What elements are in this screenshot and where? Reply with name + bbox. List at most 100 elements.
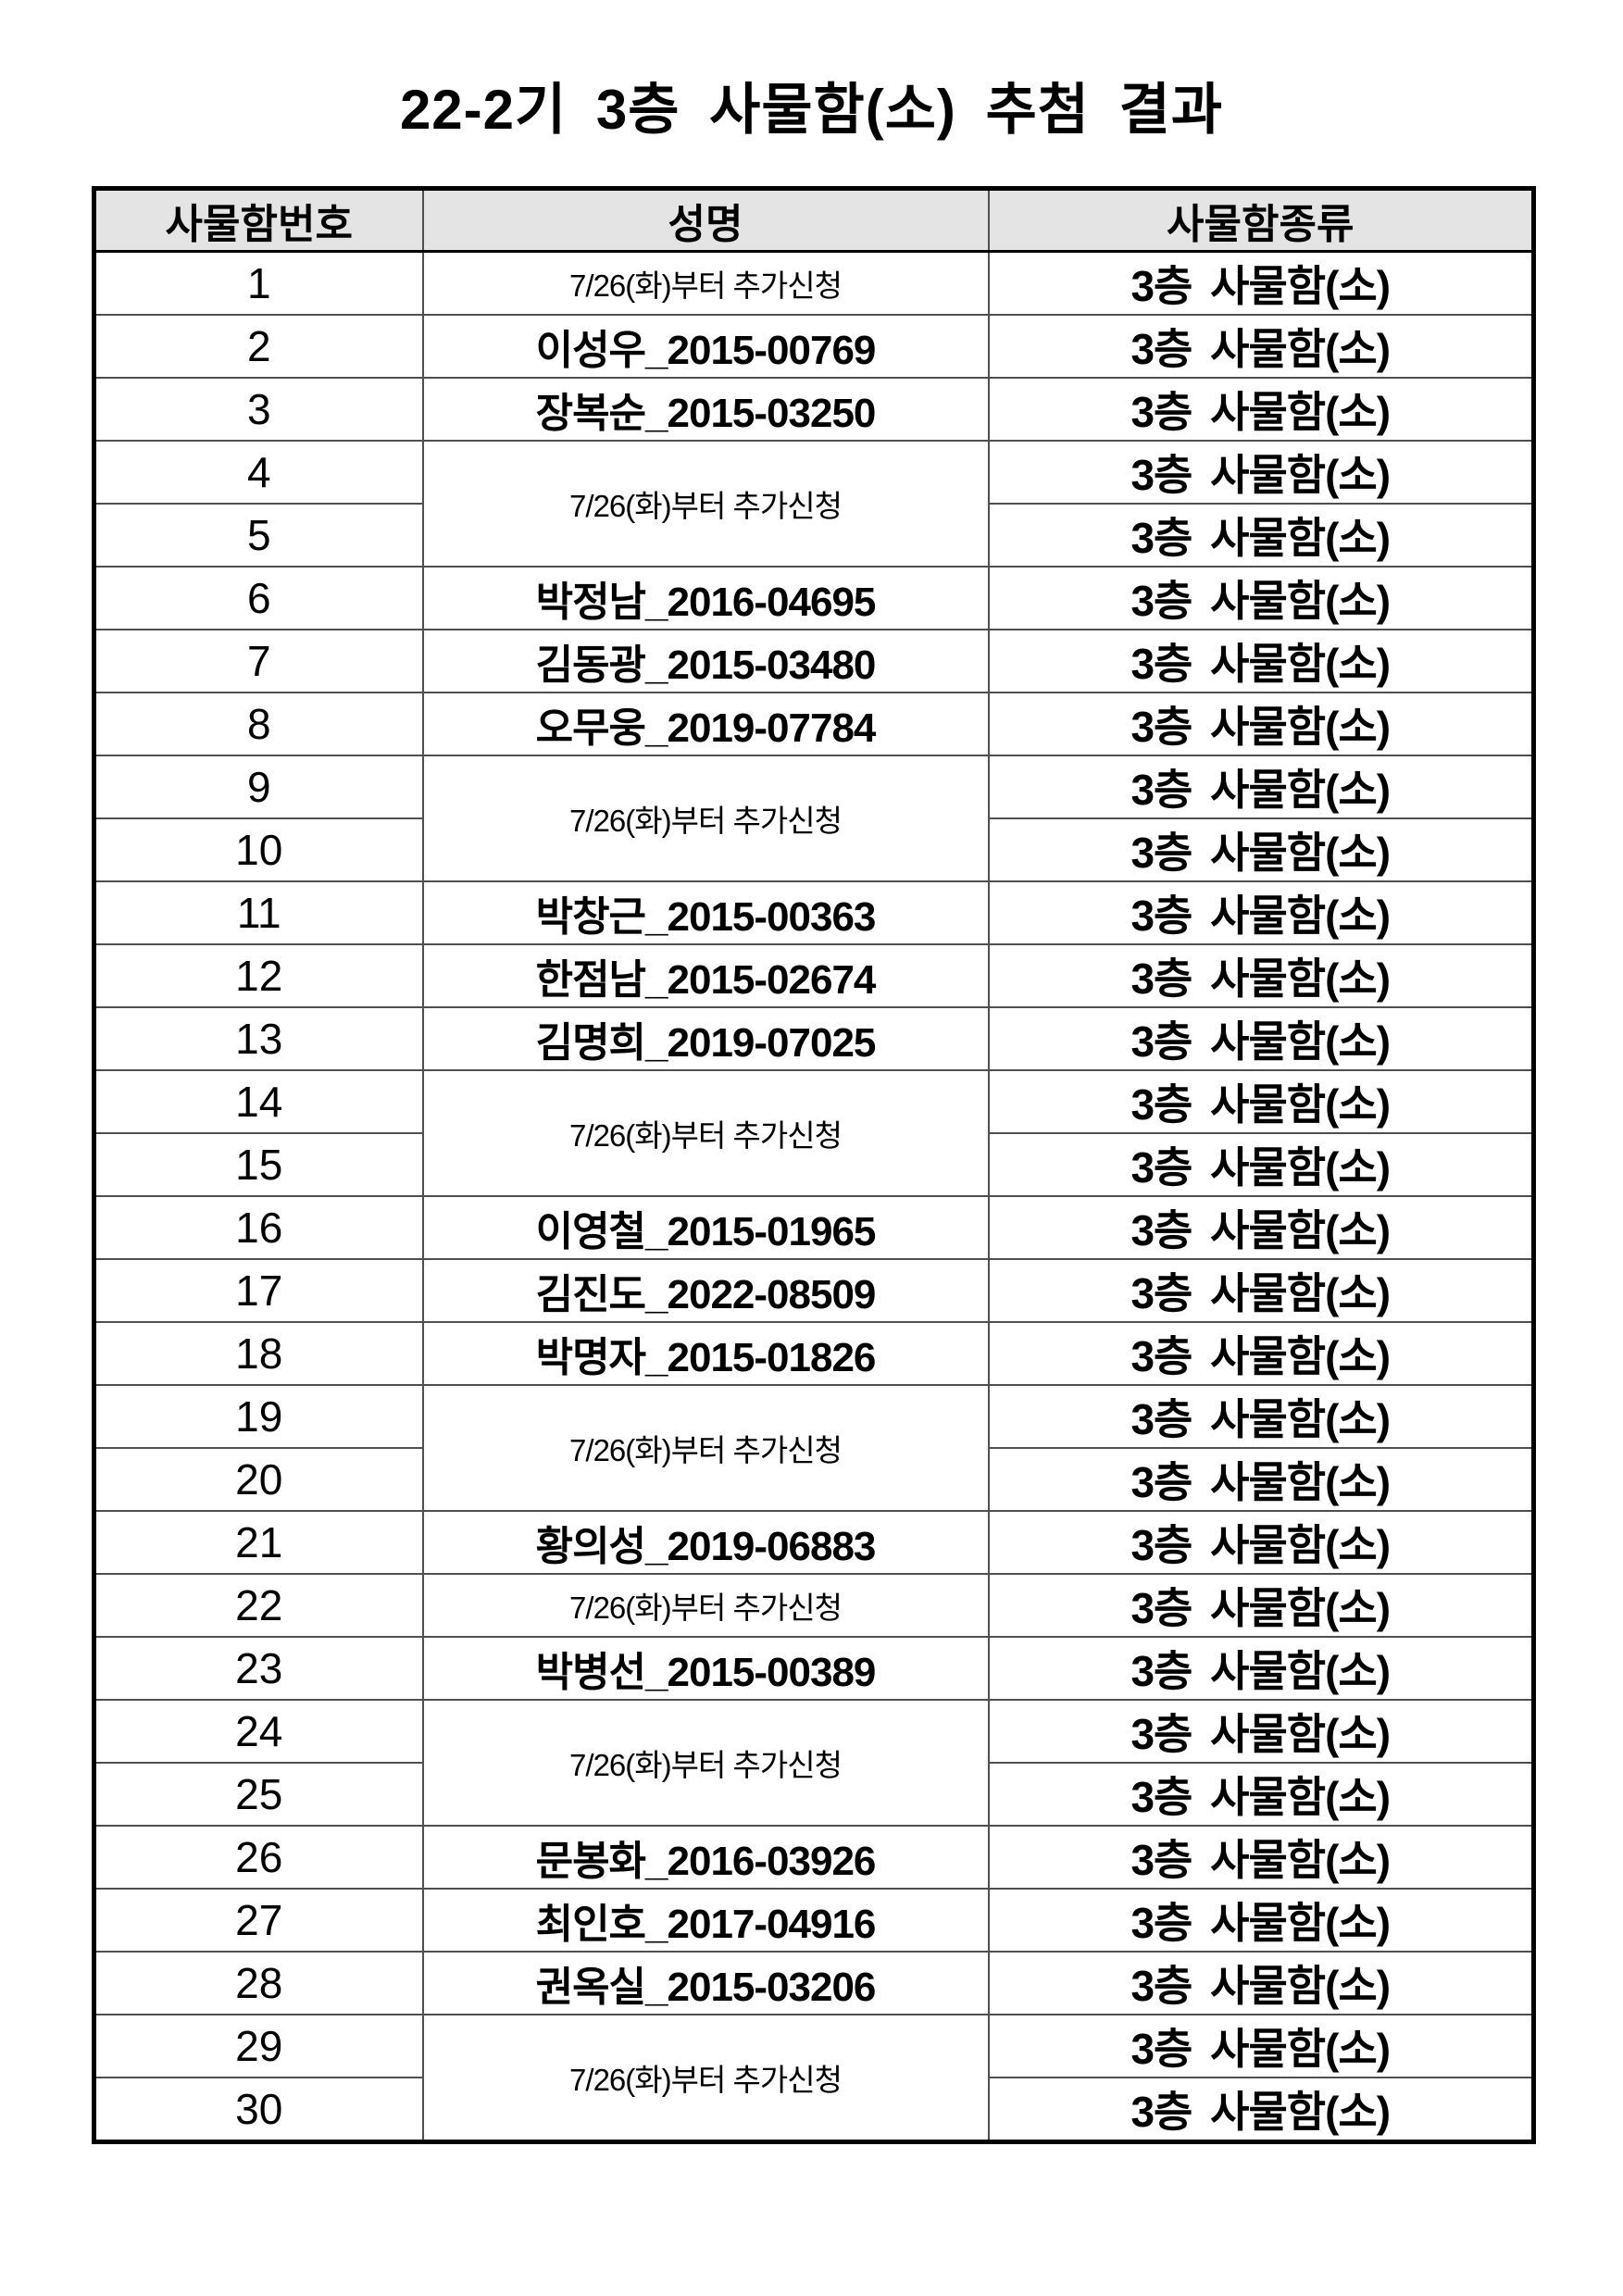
extra-application-notice-cell: 7/26(화)부터 추가신청	[421, 1699, 990, 1827]
table-row: 14 7/26(화)부터 추가신청 3층 사물함(소)	[93, 1069, 1535, 1197]
locker-type-cell: 3층 사물함(소)	[987, 943, 1535, 1008]
locker-type-cell: 3층 사물함(소)	[987, 629, 1535, 693]
locker-type-cell: 3층 사물함(소)	[987, 1006, 1535, 1071]
table-row: 2 이성우_2015-00769 3층 사물함(소)	[93, 314, 1535, 379]
student-name-cell: 한점남_2015-02674	[421, 943, 990, 1008]
locker-type-cell: 3층 사물함(소)	[987, 2014, 1535, 2078]
table-row: 28 권옥실_2015-03206 3층 사물함(소)	[93, 1951, 1535, 2015]
locker-type-cell: 3층 사물함(소)	[987, 1951, 1535, 2015]
extra-application-notice-cell: 7/26(화)부터 추가신청	[421, 440, 990, 568]
student-name-cell: 김명희_2019-07025	[421, 1006, 990, 1071]
header-row: 사물함번호 성명 사물함종류	[93, 187, 1535, 253]
locker-type-cell: 3층 사물함(소)	[987, 1195, 1535, 1260]
locker-number-cell: 2	[93, 314, 424, 379]
table-row: 29 7/26(화)부터 추가신청 3층 사물함(소)	[93, 2014, 1535, 2143]
locker-number-cell: 29	[93, 2014, 424, 2078]
locker-type-cell: 3층 사물함(소)	[987, 817, 1535, 882]
table-row: 11 박창근_2015-00363 3층 사물함(소)	[93, 880, 1535, 945]
locker-type-cell: 3층 사물함(소)	[987, 1762, 1535, 1827]
header-locker-number: 사물함번호	[93, 187, 424, 253]
document-page: 22-2기 3층 사물함(소) 추첨 결과 사물함번호 성명 사물함종류 1 7/…	[92, 79, 1536, 2144]
locker-number-cell: 13	[93, 1006, 424, 1071]
locker-type-cell: 3층 사물함(소)	[987, 880, 1535, 945]
locker-number-cell: 17	[93, 1258, 424, 1323]
locker-number-cell: 14	[93, 1069, 424, 1134]
locker-number-cell: 10	[93, 817, 424, 882]
table-row: 6 박정남_2016-04695 3층 사물함(소)	[93, 566, 1535, 630]
locker-number-cell: 22	[93, 1573, 424, 1638]
table-row: 16 이영철_2015-01965 3층 사물함(소)	[93, 1195, 1535, 1260]
table-row: 17 김진도_2022-08509 3층 사물함(소)	[93, 1258, 1535, 1323]
student-name-cell: 김동광_2015-03480	[421, 629, 990, 693]
locker-type-cell: 3층 사물함(소)	[987, 1258, 1535, 1323]
table-row: 4 7/26(화)부터 추가신청 3층 사물함(소)	[93, 440, 1535, 568]
table-row: 13 김명희_2019-07025 3층 사물함(소)	[93, 1006, 1535, 1071]
table-row: 10 3층 사물함(소)	[93, 817, 1535, 882]
locker-type-cell: 3층 사물함(소)	[987, 1636, 1535, 1701]
table-row: 30 3층 사물함(소)	[93, 2077, 1535, 2143]
page-title: 22-2기 3층 사물함(소) 추첨 결과	[399, 79, 1224, 141]
student-name-cell: 황의성_2019-06883	[421, 1510, 990, 1575]
locker-type-cell: 3층 사물함(소)	[987, 692, 1535, 756]
table-row: 20 3층 사물함(소)	[93, 1447, 1535, 1512]
lottery-results-table: 사물함번호 성명 사물함종류 1 7/26(화)부터 추가신청 3층 사물함(소) 2…	[92, 186, 1536, 2144]
locker-type-cell: 3층 사물함(소)	[987, 1888, 1535, 1953]
locker-number-cell: 6	[93, 566, 424, 630]
table-row: 3 장복순_2015-03250 3층 사물함(소)	[93, 377, 1535, 442]
locker-type-cell: 3층 사물함(소)	[987, 1510, 1535, 1575]
locker-number-cell: 3	[93, 377, 424, 442]
locker-number-cell: 18	[93, 1321, 424, 1386]
locker-number-cell: 4	[93, 440, 424, 505]
locker-type-cell: 3층 사물함(소)	[987, 1699, 1535, 1764]
locker-number-cell: 24	[93, 1699, 424, 1764]
extra-application-notice-cell: 7/26(화)부터 추가신청	[421, 1384, 990, 1512]
locker-number-cell: 25	[93, 1762, 424, 1827]
locker-type-cell: 3층 사물함(소)	[987, 2077, 1535, 2143]
extra-application-notice-cell: 7/26(화)부터 추가신청	[421, 250, 990, 316]
table-row: 25 3층 사물함(소)	[93, 1762, 1535, 1827]
student-name-cell: 장복순_2015-03250	[421, 377, 990, 442]
locker-number-cell: 27	[93, 1888, 424, 1953]
locker-type-cell: 3층 사물함(소)	[987, 250, 1535, 316]
student-name-cell: 박정남_2016-04695	[421, 566, 990, 630]
locker-type-cell: 3층 사물함(소)	[987, 1573, 1535, 1638]
header-student-name: 성명	[421, 187, 990, 253]
student-name-cell: 박병선_2015-00389	[421, 1636, 990, 1701]
table-row: 5 3층 사물함(소)	[93, 503, 1535, 568]
student-name-cell: 권옥실_2015-03206	[421, 1951, 990, 2015]
locker-number-cell: 30	[93, 2077, 424, 2143]
student-name-cell: 박명자_2015-01826	[421, 1321, 990, 1386]
table-row: 18 박명자_2015-01826 3층 사물함(소)	[93, 1321, 1535, 1386]
extra-application-notice-cell: 7/26(화)부터 추가신청	[421, 755, 990, 882]
extra-application-notice-cell: 7/26(화)부터 추가신청	[421, 2014, 990, 2143]
results-table-body: 1 7/26(화)부터 추가신청 3층 사물함(소) 2 이성우_2015-00769 3…	[93, 250, 1535, 2143]
student-name-cell: 이성우_2015-00769	[421, 314, 990, 379]
table-row: 12 한점남_2015-02674 3층 사물함(소)	[93, 943, 1535, 1008]
locker-number-cell: 26	[93, 1825, 424, 1890]
student-name-cell: 문봉화_2016-03926	[421, 1825, 990, 1890]
locker-number-cell: 7	[93, 629, 424, 693]
table-header: 사물함번호 성명 사물함종류	[93, 187, 1535, 253]
locker-number-cell: 15	[93, 1132, 424, 1197]
student-name-cell: 최인호_2017-04916	[421, 1888, 990, 1953]
extra-application-notice-cell: 7/26(화)부터 추가신청	[421, 1573, 990, 1638]
header-locker-type: 사물함종류	[987, 187, 1535, 253]
student-name-cell: 오무웅_2019-07784	[421, 692, 990, 756]
student-name-cell: 박창근_2015-00363	[421, 880, 990, 945]
table-row: 8 오무웅_2019-07784 3층 사물함(소)	[93, 692, 1535, 756]
table-row: 21 황의성_2019-06883 3층 사물함(소)	[93, 1510, 1535, 1575]
table-row: 23 박병선_2015-00389 3층 사물함(소)	[93, 1636, 1535, 1701]
locker-number-cell: 28	[93, 1951, 424, 2015]
locker-type-cell: 3층 사물함(소)	[987, 314, 1535, 379]
locker-number-cell: 8	[93, 692, 424, 756]
table-row: 15 3층 사물함(소)	[93, 1132, 1535, 1197]
locker-number-cell: 1	[93, 250, 424, 316]
locker-type-cell: 3층 사물함(소)	[987, 503, 1535, 568]
table-row: 27 최인호_2017-04916 3층 사물함(소)	[93, 1888, 1535, 1953]
locker-number-cell: 16	[93, 1195, 424, 1260]
locker-number-cell: 5	[93, 503, 424, 568]
locker-type-cell: 3층 사물함(소)	[987, 440, 1535, 505]
locker-number-cell: 21	[93, 1510, 424, 1575]
locker-type-cell: 3층 사물함(소)	[987, 1069, 1535, 1134]
locker-number-cell: 23	[93, 1636, 424, 1701]
